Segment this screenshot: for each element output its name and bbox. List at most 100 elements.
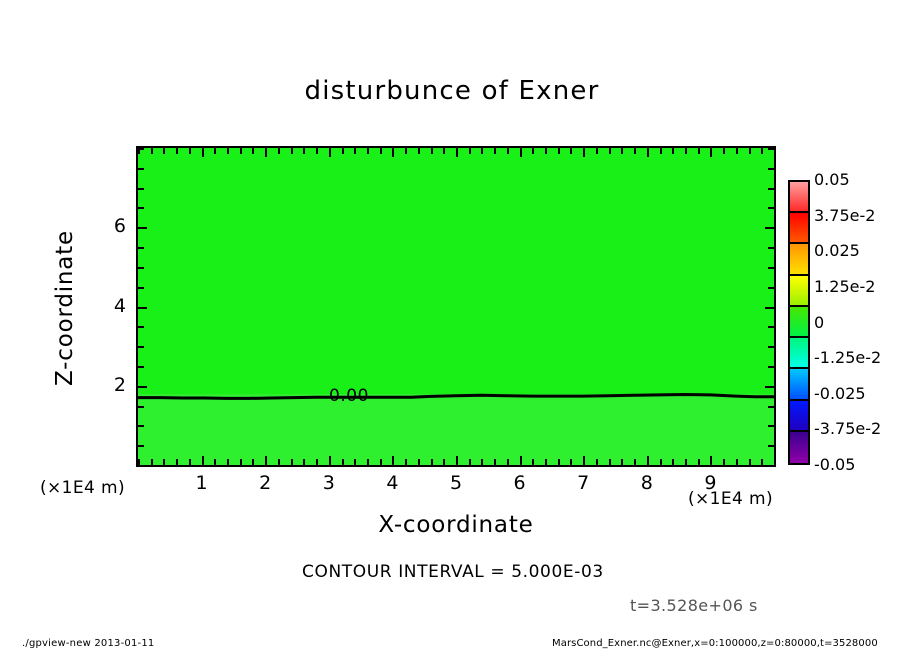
x-tick-label: 2 bbox=[259, 472, 272, 494]
x-tick-top bbox=[341, 148, 344, 154]
x-tick bbox=[379, 459, 382, 465]
x-tick-top bbox=[570, 148, 573, 154]
x-tick bbox=[710, 456, 713, 465]
x-tick bbox=[366, 459, 369, 465]
y-tick-right bbox=[768, 286, 774, 289]
y-tick-right bbox=[768, 465, 774, 467]
y-tick bbox=[138, 405, 144, 408]
x-tick bbox=[354, 459, 357, 465]
x-axis-unit-label: (×1E4 m) bbox=[688, 489, 774, 509]
x-tick-top bbox=[468, 148, 471, 154]
x-tick-top bbox=[303, 148, 306, 154]
x-tick bbox=[201, 456, 204, 465]
x-tick bbox=[468, 459, 471, 465]
x-tick bbox=[277, 459, 280, 465]
x-tick-top bbox=[252, 148, 255, 154]
x-tick bbox=[774, 459, 776, 465]
x-tick-top bbox=[583, 148, 586, 157]
x-tick-top bbox=[774, 148, 776, 154]
x-tick-label: 5 bbox=[449, 472, 463, 494]
y-tick-right bbox=[768, 207, 774, 210]
y-tick-label: 4 bbox=[113, 294, 126, 317]
y-tick bbox=[138, 365, 144, 368]
x-axis-title: X-coordinate bbox=[378, 512, 534, 538]
x-tick-top bbox=[481, 148, 484, 154]
x-tick-top bbox=[672, 148, 675, 154]
x-tick-top bbox=[723, 148, 726, 154]
y-tick bbox=[138, 286, 144, 289]
y-tick-right bbox=[768, 167, 774, 170]
colorbar-tick-label: -0.05 bbox=[814, 455, 856, 474]
x-tick-top bbox=[163, 148, 166, 154]
x-tick bbox=[227, 459, 230, 465]
x-tick-top bbox=[277, 148, 280, 154]
y-tick-right bbox=[768, 346, 774, 349]
colorbar-gradient bbox=[788, 180, 810, 465]
x-tick-top bbox=[761, 148, 764, 154]
x-tick-top bbox=[366, 148, 369, 154]
y-tick-label: 6 bbox=[113, 215, 126, 238]
y-tick-right bbox=[768, 187, 774, 190]
x-tick-top bbox=[176, 148, 179, 154]
x-tick-top bbox=[646, 148, 649, 157]
y-tick bbox=[138, 445, 144, 448]
x-tick bbox=[392, 456, 395, 465]
x-tick-top bbox=[710, 148, 713, 157]
x-tick bbox=[557, 459, 560, 465]
x-tick bbox=[583, 456, 586, 465]
y-tick bbox=[138, 385, 147, 388]
x-tick-top bbox=[316, 148, 319, 154]
x-tick-top bbox=[188, 148, 191, 154]
x-tick-label: 4 bbox=[386, 472, 399, 494]
x-tick-label: 6 bbox=[513, 472, 526, 494]
x-tick-label: 3 bbox=[322, 472, 335, 494]
x-tick-top bbox=[201, 148, 204, 157]
x-tick bbox=[659, 459, 662, 465]
x-tick-label: 8 bbox=[640, 472, 653, 494]
y-tick-right bbox=[768, 365, 774, 368]
x-tick bbox=[494, 459, 497, 465]
colorbar-tick-label: 1.25e-2 bbox=[814, 276, 876, 296]
contour-label: 0.00 bbox=[329, 385, 369, 406]
x-tick-top bbox=[684, 148, 687, 154]
x-tick-top bbox=[519, 148, 522, 157]
colorbar-tick-label: -1.25e-2 bbox=[814, 348, 882, 368]
colorbar-tick-label: 0 bbox=[814, 312, 825, 332]
y-tick-right bbox=[765, 227, 774, 230]
y-tick bbox=[138, 227, 147, 230]
x-tick-top bbox=[239, 148, 242, 154]
plot-area bbox=[136, 146, 776, 467]
x-tick bbox=[519, 456, 522, 465]
y-tick bbox=[138, 148, 144, 150]
x-tick bbox=[723, 459, 726, 465]
colorbar-band bbox=[790, 182, 808, 214]
x-tick bbox=[239, 459, 242, 465]
contour-line-0 bbox=[138, 392, 774, 400]
x-tick-top bbox=[227, 148, 230, 154]
colorbar-tick-label: 0.05 bbox=[814, 170, 850, 189]
y-tick bbox=[138, 465, 144, 467]
colorbar-band bbox=[790, 306, 808, 339]
x-tick bbox=[545, 459, 548, 465]
y-tick-right bbox=[768, 247, 774, 250]
colorbar-band bbox=[790, 400, 808, 432]
y-tick-right bbox=[768, 148, 774, 150]
x-tick bbox=[150, 459, 153, 465]
colorbar-tick-label: -0.025 bbox=[814, 383, 866, 403]
y-tick bbox=[138, 187, 144, 190]
x-tick bbox=[303, 459, 306, 465]
x-tick bbox=[735, 459, 738, 465]
x-tick-top bbox=[532, 148, 535, 154]
colorbar-band bbox=[790, 275, 808, 307]
y-tick bbox=[138, 167, 144, 170]
x-tick-top bbox=[214, 148, 217, 154]
x-tick-top bbox=[379, 148, 382, 154]
colorbar-band bbox=[790, 244, 808, 276]
x-tick bbox=[595, 459, 598, 465]
y-tick-right bbox=[768, 405, 774, 408]
x-tick-top bbox=[443, 148, 446, 154]
x-tick bbox=[290, 459, 293, 465]
z-axis-unit-label: (×1E4 m) bbox=[40, 478, 126, 498]
x-tick bbox=[684, 459, 687, 465]
y-tick-right bbox=[768, 326, 774, 329]
